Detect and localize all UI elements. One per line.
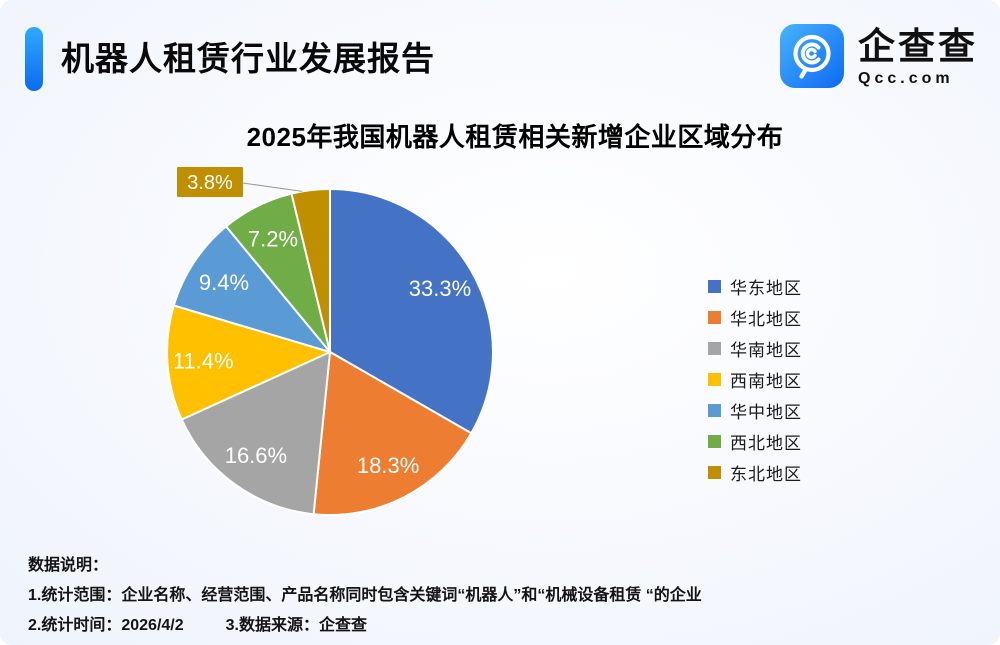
chart-title: 2025年我国机器人租赁相关新增企业区域分布: [246, 122, 784, 152]
legend-item-0: 华东地区: [708, 271, 802, 302]
notes-heading: 数据说明：: [28, 557, 109, 574]
note-scope: 1.统计范围：企业名称、经营范围、产品名称同时包含关键词“机器人”和“机械设备租…: [28, 587, 702, 604]
slice-label-6: 3.8%: [187, 172, 233, 194]
chart-legend: 华东地区华北地区华南地区西南地区华中地区西北地区东北地区: [708, 271, 802, 488]
data-notes: 数据说明： 1.统计范围：企业名称、经营范围、产品名称同时包含关键词“机器人”和…: [28, 551, 702, 641]
report-title: 机器人租赁行业发展报告: [61, 40, 435, 77]
legend-item-5: 西北地区: [708, 426, 802, 457]
pie-slice-4: [172, 225, 331, 353]
legend-swatch: [708, 342, 721, 355]
legend-item-1: 华北地区: [708, 302, 802, 333]
legend-label: 西北地区: [730, 434, 802, 453]
pie-slice-3: [166, 304, 331, 421]
slice-label-4: 9.4%: [199, 270, 249, 295]
legend-item-3: 西南地区: [708, 364, 802, 395]
header: 机器人租赁行业发展报告 企查查 Qcc.com: [25, 24, 978, 92]
title-accent-bar: [25, 27, 43, 91]
legend-label: 东北地区: [730, 465, 802, 484]
qcc-logo-domain: Qcc.com: [858, 70, 954, 87]
pie-slice-1: [312, 351, 473, 516]
legend-label: 西南地区: [730, 372, 802, 391]
qcc-magnifier-icon: [780, 24, 844, 88]
slice-label-0: 33.3%: [409, 276, 471, 301]
legend-swatch: [708, 280, 721, 293]
slice-label-3: 11.4%: [173, 349, 234, 374]
legend-swatch: [708, 435, 721, 448]
qcc-logo-name: 企查查: [858, 26, 978, 67]
legend-item-4: 华中地区: [708, 395, 802, 426]
callout-leader-line: [242, 182, 303, 192]
legend-label: 华南地区: [730, 341, 802, 360]
legend-item-2: 华南地区: [708, 333, 802, 364]
legend-label: 华北地区: [730, 310, 802, 329]
pie-slice-0: [329, 188, 494, 435]
legend-label: 华中地区: [730, 403, 802, 422]
pie-slice-6: [290, 187, 331, 353]
slice-label-1: 18.3%: [357, 453, 419, 478]
legend-swatch: [708, 311, 721, 324]
slice-label-2: 16.6%: [225, 443, 287, 468]
qcc-logo: 企查查 Qcc.com: [780, 24, 978, 88]
qcc-logo-text: 企查查 Qcc.com: [858, 24, 978, 88]
note-time: 2.统计时间：2026/4/2: [28, 617, 184, 634]
callout-box: [177, 167, 243, 197]
legend-swatch: [708, 466, 721, 479]
note-source: 3.数据来源：企查查: [225, 617, 367, 634]
legend-label: 华东地区: [730, 279, 802, 298]
legend-item-6: 东北地区: [708, 457, 802, 488]
legend-swatch: [708, 404, 721, 417]
slice-label-5: 7.2%: [248, 226, 298, 251]
note-time-source: 2.统计时间：2026/4/2 3.数据来源：企查查: [28, 611, 702, 641]
legend-swatch: [708, 373, 721, 386]
pie-slice-2: [180, 351, 331, 516]
